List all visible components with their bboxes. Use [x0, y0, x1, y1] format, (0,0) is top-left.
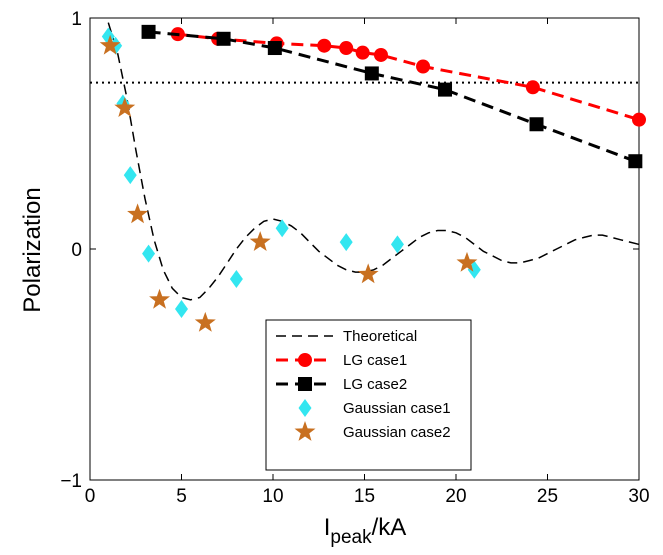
data-point [249, 231, 271, 251]
legend: Theoretical LG case1 LG case2 Gaussian case… [265, 319, 472, 471]
legend-entry: Gaussian case1 [298, 399, 451, 417]
x-tick-label: 10 [262, 486, 283, 507]
legend-label: Gaussian case1 [343, 400, 451, 417]
legend-entry: LG case1 [276, 352, 407, 369]
data-point [114, 97, 136, 117]
series-line [177, 32, 640, 122]
x-tick-label: 25 [537, 486, 558, 507]
legend-entry: Gaussian case2 [294, 421, 451, 441]
x-axis-label-tail: /kA [372, 514, 407, 541]
x-axis-label-sub: peak [330, 527, 372, 548]
series-gaussian-case2 [99, 34, 478, 332]
data-point [317, 38, 332, 53]
legend-label: LG case2 [343, 376, 407, 393]
series-layer [99, 22, 646, 332]
legend-box [265, 319, 472, 471]
x-tick-label: 0 [85, 486, 96, 507]
data-point [628, 154, 643, 169]
x-tick-label: 30 [628, 486, 649, 507]
data-point [175, 300, 188, 319]
legend-marker [298, 399, 312, 417]
data-point [149, 288, 170, 309]
legend-entry: LG case2 [276, 376, 407, 393]
legend-entry: Theoretical [276, 328, 417, 345]
data-point [357, 263, 379, 284]
legend-marker [298, 353, 312, 367]
data-point [364, 66, 379, 81]
data-point [355, 45, 370, 60]
x-axis-label-main: I [324, 514, 331, 541]
data-point [456, 251, 478, 272]
data-point [525, 80, 540, 95]
x-tick-label: 5 [176, 486, 187, 507]
data-point [438, 82, 453, 97]
data-point [142, 244, 156, 263]
y-tick-label: 1 [71, 9, 82, 30]
data-point [127, 203, 148, 224]
x-tick-label: 20 [445, 486, 466, 507]
data-point [339, 41, 354, 56]
y-axis-label: Polarization [19, 187, 46, 312]
data-point [529, 117, 544, 132]
series-theoretical [107, 22, 640, 301]
legend-marker [298, 377, 312, 391]
y-tick-label: 0 [71, 240, 82, 261]
data-point [216, 31, 231, 46]
data-point [416, 59, 431, 74]
data-point [194, 311, 216, 332]
data-point [275, 219, 289, 238]
x-axis-label: Ipeak/kA [324, 514, 407, 548]
data-point [339, 233, 353, 252]
y-tick-label: −1 [60, 471, 82, 492]
data-point [373, 47, 388, 62]
data-point [390, 235, 404, 254]
legend-label: Gaussian case2 [343, 424, 451, 441]
data-point [229, 270, 243, 289]
data-point [141, 24, 156, 39]
data-point [123, 166, 137, 185]
data-point [632, 112, 646, 127]
series-lg-case2 [141, 24, 643, 169]
legend-label: LG case1 [343, 352, 407, 369]
data-point [267, 41, 282, 56]
data-point [99, 34, 121, 55]
legend-marker [294, 421, 316, 441]
legend-label: Theoretical [343, 328, 417, 345]
x-tick-label: 15 [354, 486, 375, 507]
axis-ticks: 0 5 10 15 20 25 30−101 [60, 9, 649, 507]
series-line [107, 22, 640, 301]
